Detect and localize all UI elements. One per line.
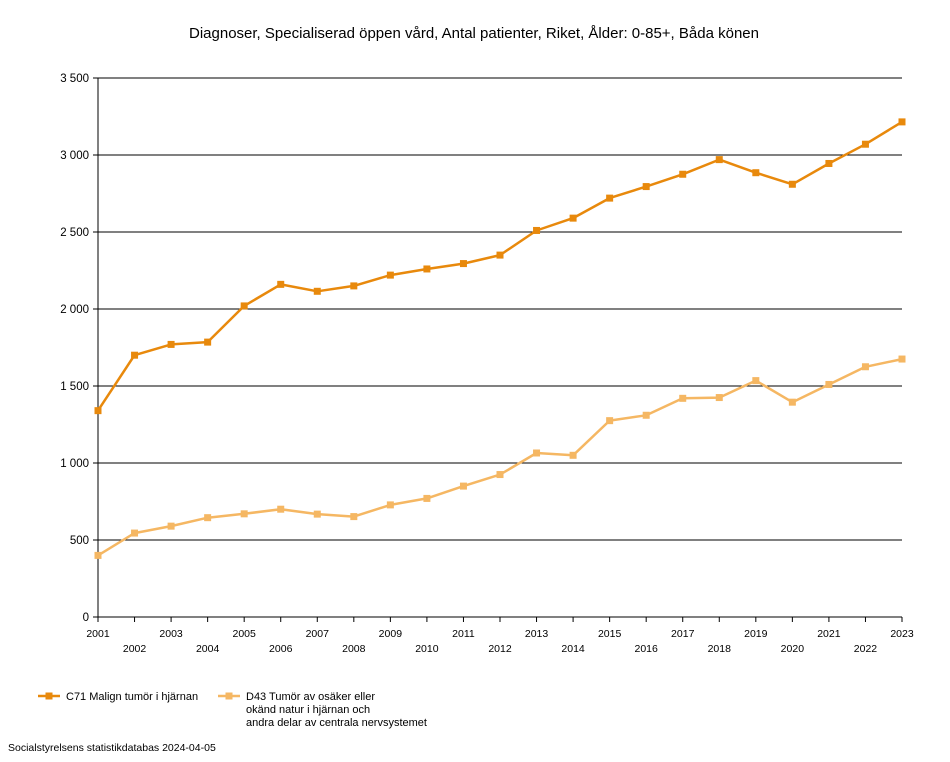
x-tick-label: 2004	[196, 643, 220, 655]
y-tick-label: 500	[70, 535, 89, 547]
data-point	[386, 501, 394, 509]
data-point	[752, 377, 760, 385]
data-point	[898, 355, 906, 363]
data-point	[240, 302, 248, 310]
data-point	[167, 522, 175, 530]
data-point	[423, 494, 431, 502]
series-1	[94, 118, 906, 415]
x-tick-label: 2009	[379, 628, 403, 640]
gridlines	[98, 77, 902, 541]
data-point	[423, 265, 431, 273]
data-point	[496, 251, 504, 259]
x-tick-label: 2020	[781, 643, 805, 655]
data-point	[350, 282, 358, 290]
data-point	[313, 510, 321, 518]
data-point	[606, 417, 614, 425]
data-point	[788, 180, 796, 188]
y-tick-label: 0	[83, 612, 89, 624]
data-point	[277, 505, 285, 513]
y-tick-label: 2 000	[60, 304, 89, 316]
data-point	[825, 159, 833, 167]
legend-item-1: C71 Malign tumör i hjärnan	[38, 691, 198, 703]
series-line	[97, 357, 903, 557]
x-tick-label: 2021	[817, 628, 841, 640]
data-point	[386, 271, 394, 279]
data-point	[861, 140, 869, 148]
legend-label: C71 Malign tumör i hjärnan	[66, 691, 198, 703]
data-point	[277, 280, 285, 288]
chart-title: Diagnoser, Specialiserad öppen vård, Ant…	[189, 25, 759, 42]
data-point	[606, 194, 614, 202]
x-tick-label: 2012	[488, 643, 512, 655]
axes: 0 500 1 000 1 500 2 000 2 500 3 000 3 500 2001 20…	[60, 73, 914, 655]
legend: C71 Malign tumör i hjärnan D43 Tumör av o…	[38, 691, 427, 729]
x-tick-label: 2018	[708, 643, 732, 655]
x-tick-label: 2007	[306, 628, 330, 640]
x-tick-label: 2019	[744, 628, 768, 640]
x-tick-label: 2006	[269, 643, 293, 655]
legend-swatch-marker	[45, 692, 53, 700]
x-tick-label: 2008	[342, 643, 366, 655]
legend-swatch-marker	[225, 692, 233, 700]
data-point	[788, 398, 796, 406]
x-tick-label: 2015	[598, 628, 622, 640]
y-tick-label: 3 000	[60, 150, 89, 162]
x-tick-label: 2023	[890, 628, 914, 640]
legend-label: okänd natur i hjärnan och	[246, 704, 370, 716]
data-point	[533, 449, 541, 457]
y-tick-label: 1 000	[60, 458, 89, 470]
data-point	[240, 510, 248, 518]
x-tick-label: 2022	[854, 643, 878, 655]
data-point	[167, 340, 175, 348]
data-point	[752, 169, 760, 177]
y-tick-label: 3 500	[60, 73, 89, 85]
x-tick-label: 2005	[233, 628, 257, 640]
x-tick-label: 2001	[86, 628, 110, 640]
data-point	[94, 407, 102, 415]
data-point	[825, 380, 833, 388]
data-point	[642, 183, 650, 191]
data-point	[131, 351, 139, 359]
x-tick-label: 2014	[561, 643, 585, 655]
x-tick-label: 2011	[452, 628, 475, 640]
data-point	[715, 156, 723, 164]
data-point	[131, 529, 139, 537]
data-point	[459, 482, 467, 490]
data-point	[679, 394, 687, 402]
x-tick-label: 2017	[671, 628, 695, 640]
data-point	[898, 118, 906, 126]
data-point	[204, 514, 212, 522]
x-tick-label: 2002	[123, 643, 147, 655]
x-tick-label: 2013	[525, 628, 549, 640]
legend-label: D43 Tumör av osäker eller	[246, 691, 375, 703]
data-point	[313, 287, 321, 295]
legend-label: andra delar av centrala nervsystemet	[246, 717, 427, 729]
data-point	[569, 451, 577, 459]
data-point	[642, 411, 650, 419]
series-2	[94, 355, 906, 559]
y-tick-label: 2 500	[60, 227, 89, 239]
x-tick-label: 2003	[159, 628, 183, 640]
x-tick-label: 2016	[635, 643, 659, 655]
data-point	[861, 363, 869, 371]
y-tick-label: 1 500	[60, 381, 89, 393]
data-point	[679, 170, 687, 178]
data-point	[496, 471, 504, 479]
data-point	[204, 338, 212, 346]
data-point	[459, 260, 467, 268]
data-point	[94, 551, 102, 559]
x-tick-label: 2010	[415, 643, 439, 655]
source-note: Socialstyrelsens statistikdatabas 2024-0…	[8, 742, 216, 754]
series-layer	[94, 118, 906, 559]
data-point	[350, 513, 358, 521]
data-point	[569, 214, 577, 222]
data-point	[715, 394, 723, 402]
data-point	[533, 226, 541, 234]
series-line	[96, 120, 903, 412]
